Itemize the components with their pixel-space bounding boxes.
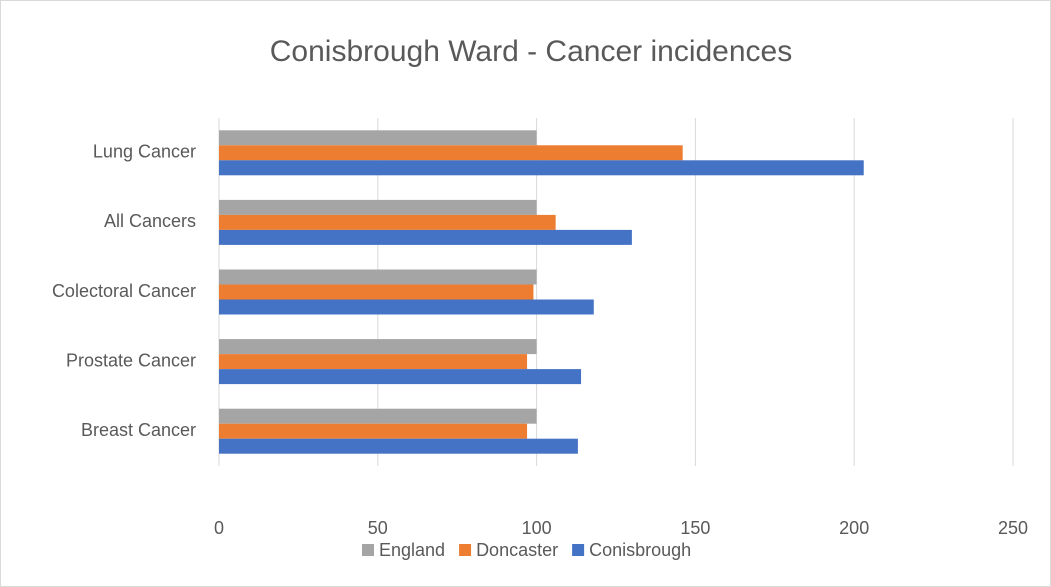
legend-swatch: [362, 544, 374, 556]
legend-swatch: [572, 544, 585, 556]
bar: [219, 199, 537, 215]
bar: [219, 269, 537, 285]
bar: [219, 438, 578, 454]
bar: [219, 408, 537, 424]
y-tick-label: Prostate Cancer: [66, 350, 196, 370]
x-tick-label: 50: [368, 518, 388, 538]
bar: [219, 339, 537, 355]
bar: [219, 160, 864, 176]
x-tick-label: 200: [839, 518, 869, 538]
x-tick-label: 150: [680, 518, 710, 538]
legend-label: England: [379, 540, 445, 560]
y-tick-label: Colectoral Cancer: [52, 281, 196, 301]
x-tick-label: 250: [998, 518, 1028, 538]
x-tick-label: 100: [522, 518, 552, 538]
x-tick-label: 0: [214, 518, 224, 538]
bar: [219, 130, 537, 146]
legend-label: Doncaster: [476, 540, 558, 560]
bar: [219, 145, 683, 161]
bar: [219, 299, 594, 315]
bar: [219, 284, 534, 300]
chart-title: Conisbrough Ward - Cancer incidences: [270, 35, 792, 68]
y-tick-label: Breast Cancer: [81, 420, 196, 440]
legend-label: Conisbrough: [589, 540, 691, 560]
y-tick-label: All Cancers: [104, 211, 196, 231]
legend-swatch: [459, 544, 472, 556]
y-tick-label: Lung Cancer: [93, 142, 196, 162]
bar: [219, 229, 632, 245]
bar: [219, 214, 556, 230]
bar: [219, 369, 582, 385]
bar: [219, 423, 528, 439]
bar: [219, 354, 528, 370]
